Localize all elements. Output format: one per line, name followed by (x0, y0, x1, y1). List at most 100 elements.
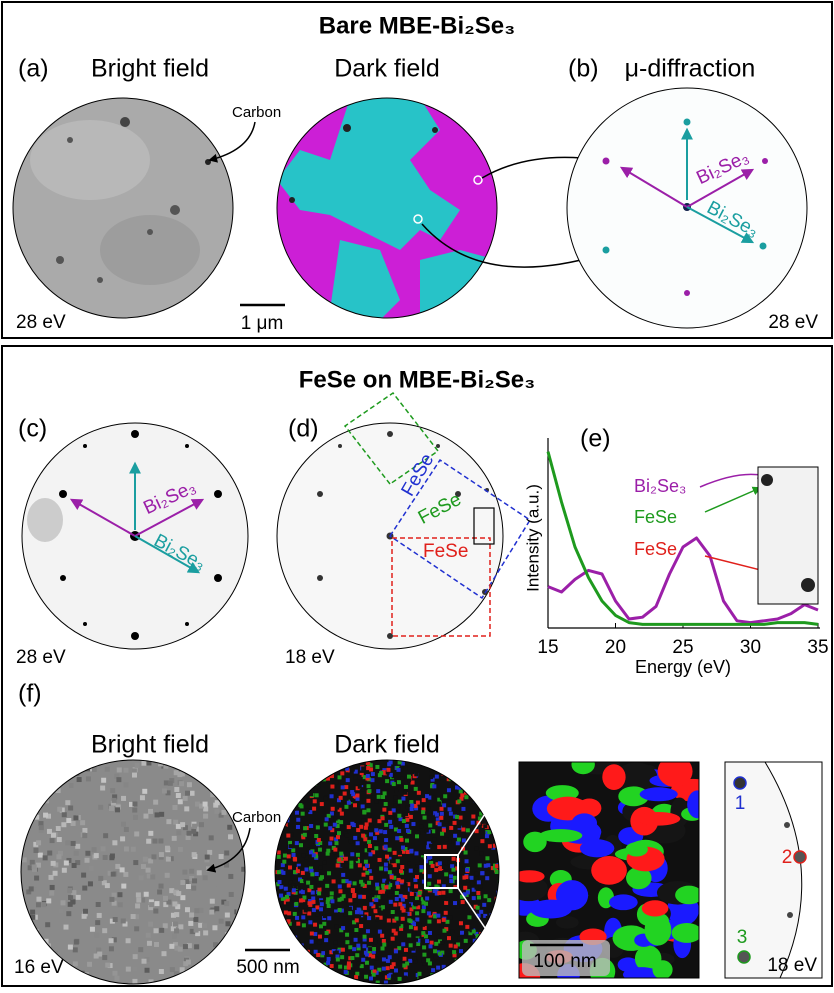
texture (484, 793, 488, 797)
texture (335, 950, 339, 954)
texture (303, 767, 307, 771)
texture (398, 902, 402, 906)
texture (191, 829, 196, 834)
texture (153, 800, 158, 805)
texture (445, 837, 449, 841)
texture (353, 881, 357, 885)
texture (393, 863, 397, 867)
texture (287, 911, 291, 915)
texture (462, 935, 466, 939)
texture (97, 952, 102, 957)
texture (311, 896, 315, 900)
texture (321, 971, 325, 975)
texture (497, 785, 501, 789)
texture (464, 875, 468, 879)
texture (319, 907, 323, 911)
texture (437, 935, 441, 939)
texture (221, 810, 226, 815)
texture (409, 943, 413, 947)
texture (294, 902, 298, 906)
texture (281, 774, 285, 778)
texture (461, 900, 465, 904)
panel-label: (d) (288, 415, 319, 443)
texture (449, 874, 453, 878)
texture (483, 962, 487, 966)
texture (485, 956, 489, 960)
texture (326, 849, 330, 853)
texture (434, 868, 438, 872)
texture (355, 793, 359, 797)
texture (465, 969, 469, 973)
texture (282, 794, 286, 798)
texture (464, 960, 468, 964)
texture (428, 931, 432, 935)
texture (404, 883, 408, 887)
texture (345, 833, 349, 837)
texture (367, 789, 371, 793)
texture (454, 944, 458, 948)
texture (178, 799, 183, 804)
texture (355, 953, 359, 957)
texture (50, 885, 55, 890)
texture (155, 812, 160, 817)
texture (292, 888, 296, 892)
texture (302, 955, 306, 959)
texture (443, 845, 447, 849)
texture (300, 784, 304, 788)
texture (66, 762, 71, 767)
texture (463, 886, 467, 890)
texture (495, 781, 499, 785)
texture (310, 940, 314, 944)
texture (146, 839, 151, 844)
texture (225, 913, 230, 918)
texture (376, 789, 380, 793)
texture (336, 957, 340, 961)
texture (347, 825, 351, 829)
texture (180, 880, 185, 885)
texture (453, 821, 457, 825)
texture (109, 806, 114, 811)
texture (73, 961, 78, 966)
texture (118, 902, 123, 907)
texture (330, 785, 334, 789)
texture (112, 893, 117, 898)
texture (456, 777, 460, 781)
texture (192, 824, 197, 829)
texture (203, 930, 208, 935)
texture (37, 801, 42, 806)
texture (381, 816, 385, 820)
texture (298, 803, 302, 807)
texture (384, 823, 388, 827)
texture (314, 834, 318, 838)
texture (495, 821, 499, 825)
texture (132, 808, 137, 813)
texture (112, 798, 117, 803)
texture (427, 920, 431, 924)
texture (172, 836, 177, 841)
texture (209, 910, 214, 915)
texture (481, 782, 485, 786)
texture (90, 927, 95, 932)
texture (338, 965, 342, 969)
texture (309, 885, 313, 889)
texture (415, 875, 419, 879)
texture (340, 863, 344, 867)
texture (159, 812, 164, 817)
texture (449, 826, 453, 830)
texture (465, 968, 469, 972)
texture (382, 808, 386, 812)
texture (138, 947, 143, 952)
texture (462, 838, 466, 842)
texture (221, 787, 226, 792)
texture (395, 891, 399, 895)
texture (190, 791, 195, 796)
texture (337, 858, 341, 862)
texture (458, 771, 462, 775)
texture (438, 822, 442, 826)
texture (412, 931, 416, 935)
texture (465, 767, 469, 771)
texture (339, 762, 343, 766)
texture (220, 958, 225, 963)
texture (425, 829, 429, 833)
texture (241, 949, 246, 954)
